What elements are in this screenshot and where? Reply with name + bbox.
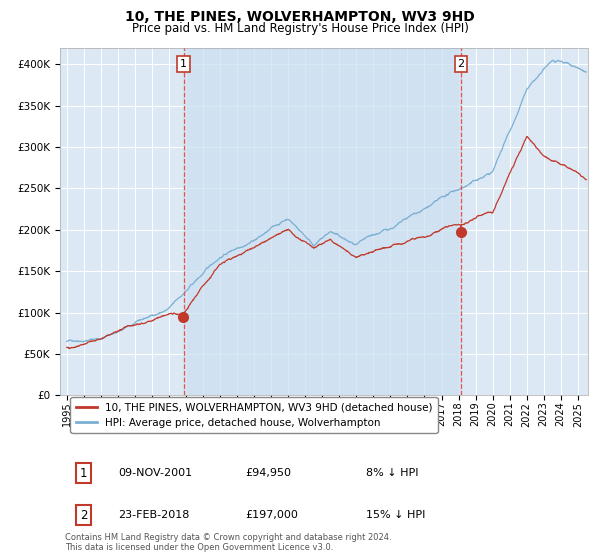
Text: 09-NOV-2001: 09-NOV-2001 [118, 468, 192, 478]
Bar [184, 48, 461, 395]
Text: £94,950: £94,950 [245, 468, 291, 478]
Text: 23-FEB-2018: 23-FEB-2018 [118, 510, 190, 520]
Text: 15% ↓ HPI: 15% ↓ HPI [366, 510, 425, 520]
Text: 1: 1 [180, 59, 187, 69]
Text: 1: 1 [80, 466, 88, 479]
Text: 8% ↓ HPI: 8% ↓ HPI [366, 468, 419, 478]
Text: £197,000: £197,000 [245, 510, 298, 520]
Text: 10, THE PINES, WOLVERHAMPTON, WV3 9HD: 10, THE PINES, WOLVERHAMPTON, WV3 9HD [125, 10, 475, 24]
Text: Contains HM Land Registry data © Crown copyright and database right 2024.
This d: Contains HM Land Registry data © Crown c… [65, 533, 392, 552]
Text: Price paid vs. HM Land Registry's House Price Index (HPI): Price paid vs. HM Land Registry's House … [131, 22, 469, 35]
Text: 2: 2 [457, 59, 464, 69]
Legend: 10, THE PINES, WOLVERHAMPTON, WV3 9HD (detached house), HPI: Average price, deta: 10, THE PINES, WOLVERHAMPTON, WV3 9HD (d… [70, 398, 437, 433]
Text: 2: 2 [80, 508, 88, 521]
